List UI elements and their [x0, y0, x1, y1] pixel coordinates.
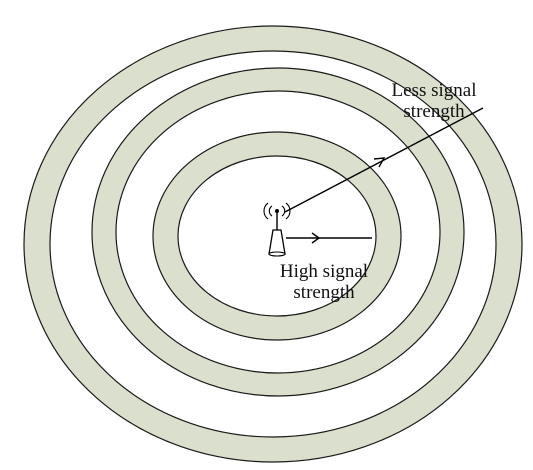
wireless-tower-icon [268, 209, 286, 257]
high-signal-label-line2: strength [293, 282, 355, 303]
high-signal-arrowhead [311, 232, 321, 244]
high-signal-label-line1: High signal [279, 261, 369, 282]
less-signal-strength-label: Less signal strength [378, 80, 490, 122]
high-signal-arrow [286, 232, 372, 244]
less-signal-label-line1: Less signal [391, 80, 477, 101]
less-signal-label-line2: strength [403, 101, 465, 122]
signal-waves-icon [263, 202, 291, 220]
high-signal-strength-label: High signal strength [266, 261, 382, 303]
less-signal-arrow [284, 107, 484, 213]
less-signal-arrowhead [373, 157, 386, 168]
